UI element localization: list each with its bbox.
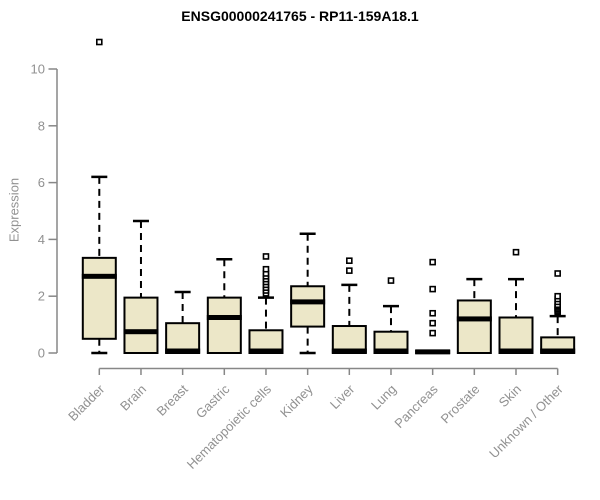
outlier-point-bladder xyxy=(96,38,103,46)
median-unknown-other xyxy=(540,348,576,354)
box-skin xyxy=(498,316,534,354)
median-kidney xyxy=(290,299,326,305)
chart-title: ENSG00000241765 - RP11-159A18.1 xyxy=(181,8,419,24)
median-bladder xyxy=(81,273,117,279)
median-pancreas xyxy=(415,349,451,355)
outlier-point-pancreas xyxy=(429,329,436,337)
box-brain xyxy=(123,296,159,354)
y-tick-label: 8 xyxy=(38,118,45,133)
box-prostate xyxy=(456,299,492,354)
y-tick-label: 2 xyxy=(38,289,45,304)
outlier-point-hematopoietic-cells xyxy=(262,265,270,273)
outlier-point-liver xyxy=(346,267,353,274)
y-tick-label: 4 xyxy=(38,232,45,247)
x-tick-label: Gastric xyxy=(193,381,233,421)
outlier-point-hematopoietic-cells xyxy=(262,253,270,260)
median-hematopoietic-cells xyxy=(248,348,284,354)
x-tick-label: Bladder xyxy=(65,381,108,424)
x-tick-label: Pancreas xyxy=(391,381,441,431)
x-tick-label: Liver xyxy=(327,381,358,412)
x-tick-label: Lung xyxy=(368,382,399,413)
box-bladder xyxy=(81,256,117,340)
box-kidney xyxy=(290,285,326,328)
outlier-point-pancreas xyxy=(429,285,436,293)
median-prostate xyxy=(456,316,492,322)
median-breast xyxy=(165,348,201,354)
median-liver xyxy=(331,348,367,354)
x-tick-label: Breast xyxy=(154,381,191,418)
outlier-point-lung xyxy=(387,277,395,284)
outlier-point-liver xyxy=(346,257,353,265)
outlier-point-pancreas xyxy=(429,258,436,266)
box-breast xyxy=(165,322,201,354)
y-tick-label: 10 xyxy=(31,62,45,77)
median-gastric xyxy=(206,315,242,320)
x-tick-label: Skin xyxy=(496,382,524,410)
outlier-point-skin xyxy=(512,248,520,256)
outlier-point-unknown-other xyxy=(554,292,561,300)
median-skin xyxy=(498,348,534,354)
outlier-point-pancreas xyxy=(429,319,436,327)
y-tick-label: 0 xyxy=(38,346,45,361)
y-tick-label: 6 xyxy=(38,175,45,190)
x-tick-label: Prostate xyxy=(438,382,483,427)
x-tick-label: Kidney xyxy=(277,381,316,420)
x-tick-label: Brain xyxy=(117,382,149,414)
median-lung xyxy=(373,348,409,354)
box-gastric xyxy=(206,296,242,354)
median-brain xyxy=(123,329,159,335)
outlier-point-unknown-other xyxy=(554,270,561,277)
outlier-point-pancreas xyxy=(429,309,436,317)
x-tick-label: Unknown / Other xyxy=(486,381,566,461)
